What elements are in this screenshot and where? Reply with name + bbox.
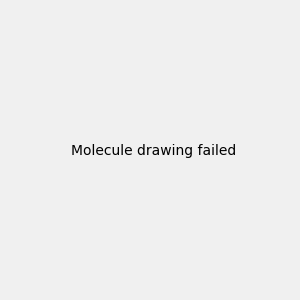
Text: Molecule drawing failed: Molecule drawing failed [71, 145, 236, 158]
